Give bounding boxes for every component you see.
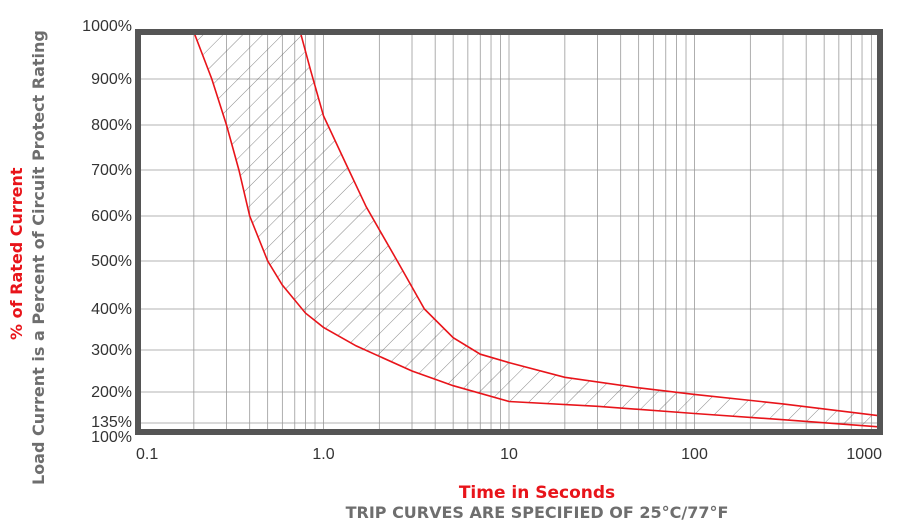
x-axis-label: Time in Seconds [459,483,615,503]
y-tick-label: 600% [91,208,132,225]
y-tick-labels: 1000% 900% 800% 700% 600% 500% 400% 300% 200% 135… [82,18,132,446]
trip-curve-upper [299,32,880,417]
y-tick-label: 1000% [82,18,132,35]
x-tick-label: 1.0 [312,446,334,463]
y-tick-label: 900% [91,71,132,88]
x-tick-label: 10 [500,446,518,463]
trip-curves [193,32,880,428]
trip-curve-lower [193,32,880,428]
x-tick-label: 0.1 [136,446,158,463]
trip-band-hatch [193,32,880,427]
plot-frame [135,29,883,435]
trip-band-area [193,32,880,427]
y-tick-label: 100% [91,429,132,446]
y-axis-label-rated-current: % of Rated Current [7,167,26,340]
y-axis-label-load-current: Load Current is a Percent of Circuit Pro… [29,30,48,485]
x-tick-labels: 0.1 1.0 10 100 1000 [136,446,882,463]
y-tick-label: 135% [91,414,132,431]
y-tick-label: 800% [91,117,132,134]
y-tick-label: 200% [91,384,132,401]
x-tick-label: 100 [681,446,708,463]
trip-curve-footnote: TRIP CURVES ARE SPECIFIED OF 25°C/77°F [346,503,729,522]
y-tick-label: 700% [91,162,132,179]
y-tick-label: 500% [91,253,132,270]
x-tick-label: 1000 [846,446,882,463]
y-tick-label: 300% [91,342,132,359]
y-tick-label: 400% [91,301,132,318]
